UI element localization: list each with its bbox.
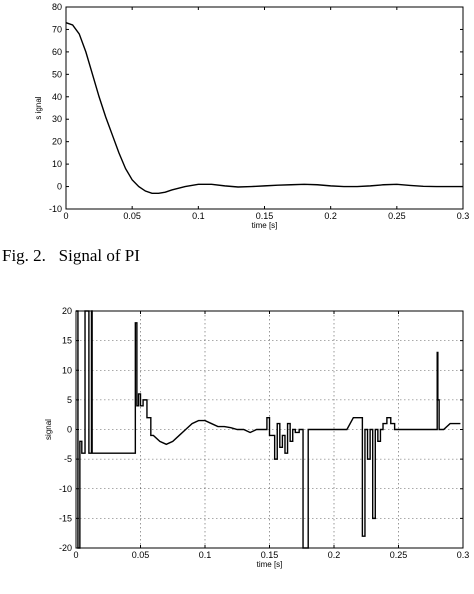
x-tick-label: 0.05 bbox=[123, 211, 141, 221]
x-tick-label: 0.2 bbox=[324, 211, 337, 221]
x-tick-label: 0.05 bbox=[132, 550, 150, 560]
x-tick-label: 0.25 bbox=[388, 211, 406, 221]
y-tick-label: 30 bbox=[52, 114, 62, 124]
y-tick-label: 0 bbox=[67, 425, 72, 435]
y-tick-label: 10 bbox=[62, 365, 72, 375]
x-axis-label: time [s] bbox=[257, 560, 283, 569]
x-tick-label: 0 bbox=[63, 211, 68, 221]
y-tick-label: 70 bbox=[52, 24, 62, 34]
y-tick-label: 20 bbox=[52, 137, 62, 147]
y-tick-label: -20 bbox=[59, 543, 72, 553]
y-tick-label: 15 bbox=[62, 336, 72, 346]
x-tick-label: 0.2 bbox=[328, 550, 341, 560]
plot-frame bbox=[65, 6, 464, 210]
y-tick-label: 0 bbox=[57, 182, 62, 192]
chart-pi-signal: 0 0.05 0.1 0.15 0.2 0.25 0.3-10010203040506070… bbox=[34, 2, 469, 230]
x-axis-label: time [s] bbox=[252, 221, 278, 230]
y-tick-label: 60 bbox=[52, 47, 62, 57]
y-tick-label: 5 bbox=[67, 395, 72, 405]
y-tick-label: -10 bbox=[49, 204, 62, 214]
y-tick-label: 40 bbox=[52, 92, 62, 102]
x-tick-label: 0.15 bbox=[261, 550, 279, 560]
x-tick-label: 0.15 bbox=[256, 211, 274, 221]
x-tick-label: 0.1 bbox=[192, 211, 205, 221]
y-tick-label: -15 bbox=[59, 513, 72, 523]
y-tick-label: -10 bbox=[59, 484, 72, 494]
series-line bbox=[65, 22, 463, 194]
y-tick-label: 50 bbox=[52, 69, 62, 79]
x-tick-label: 0.3 bbox=[457, 550, 470, 560]
x-tick-label: 0.25 bbox=[390, 550, 408, 560]
series-line bbox=[76, 310, 461, 549]
chart-signal: 0 0.05 0.1 0.15 0.2 0.25 0.3 -20 -15 -10 -5 0 5 10 15 2… bbox=[44, 306, 469, 569]
y-tick-label: 20 bbox=[62, 306, 72, 316]
y-axis-label: signal bbox=[44, 419, 53, 440]
y-axis-label: s ignal bbox=[34, 96, 43, 119]
figure-caption: Fig. 2. Signal of PI bbox=[2, 246, 140, 265]
y-tick-label: -5 bbox=[64, 454, 72, 464]
x-tick-label: 0.1 bbox=[199, 550, 212, 560]
x-tick-label: 0 bbox=[73, 550, 78, 560]
x-tick-label: 0.3 bbox=[457, 211, 470, 221]
y-tick-label: 80 bbox=[52, 2, 62, 12]
y-tick-label: 10 bbox=[52, 159, 62, 169]
